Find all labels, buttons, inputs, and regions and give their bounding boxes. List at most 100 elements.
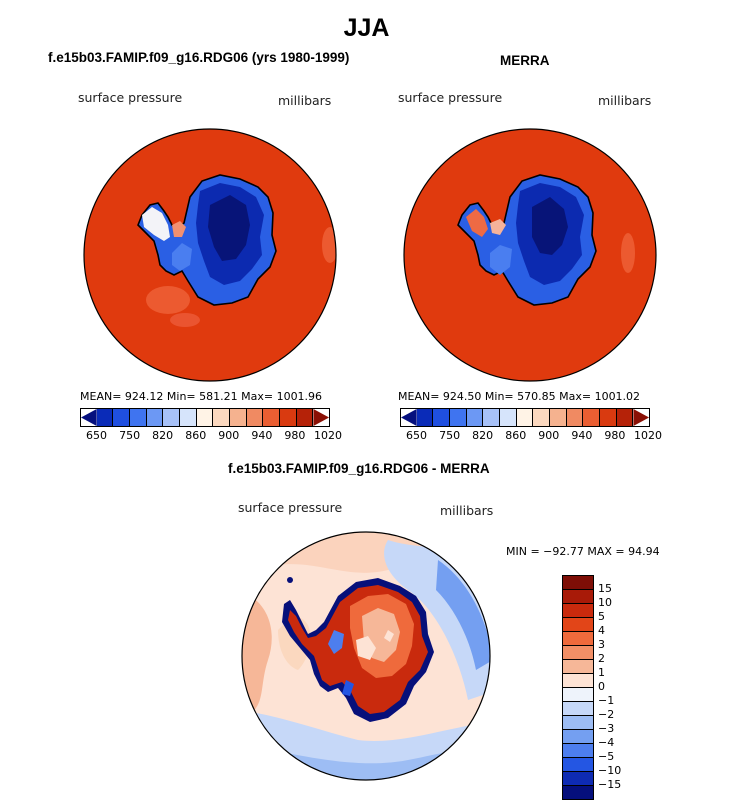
colorbar-tick-label: 820 xyxy=(152,429,174,442)
colorbar-swatch xyxy=(230,409,247,426)
colorbar-swatch xyxy=(466,409,484,426)
diff-colorbar-swatch xyxy=(563,674,593,688)
colorbar-tick-label: 940 xyxy=(251,429,273,442)
island-marker xyxy=(244,608,248,612)
colorbar-swatch xyxy=(96,409,114,426)
panel-model-variable-label: surface pressure xyxy=(78,90,183,105)
panel-merra-map xyxy=(403,128,657,382)
pressure-anomaly-patch xyxy=(621,233,635,273)
diff-colorbar-swatch xyxy=(563,660,593,674)
colorbar-swatch xyxy=(483,409,501,426)
diff-colorbar-swatch xyxy=(563,702,593,716)
colorbar-swatch xyxy=(516,409,534,426)
colorbar-swatch xyxy=(550,409,567,426)
colorbar-tick-label: 1020 xyxy=(634,429,662,442)
diff-colorbar-tick-label: 15 xyxy=(598,582,612,595)
panel-model-units-label: millibars xyxy=(278,93,332,108)
diff-colorbar-swatch xyxy=(563,576,593,590)
diff-colorbar-tick-label: 3 xyxy=(598,638,605,651)
colorbar-tick-label: 900 xyxy=(218,429,240,442)
diff-colorbar-tick-label: −3 xyxy=(598,722,615,735)
colorbar-tick-label: 900 xyxy=(538,429,560,442)
colorbar-swatch xyxy=(213,409,231,426)
diff-panel-title: f.e15b03.FAMIP.f09_g16.RDG06 - MERRA xyxy=(228,461,490,476)
diff-colorbar-tick-label: 2 xyxy=(598,652,605,665)
diff-panel-variable-label: surface pressure xyxy=(238,500,343,515)
colorbar-tick-label: 820 xyxy=(472,429,494,442)
colorbar-swatch xyxy=(416,409,434,426)
colorbar-tick-label: 650 xyxy=(86,429,108,442)
diff-colorbar-tick-label: 0 xyxy=(598,680,605,693)
colorbar-swatch xyxy=(180,409,197,426)
panel-merra-stats: MEAN= 924.50 Min= 570.85 Max= 1001.02 xyxy=(398,390,641,403)
colorbar-swatch xyxy=(566,409,584,426)
colorbar-swatch xyxy=(81,409,97,426)
diff-colorbar-swatch xyxy=(563,730,593,744)
panel-merra-variable-label: surface pressure xyxy=(398,90,503,105)
colorbar-swatch xyxy=(500,409,517,426)
diff-colorbar-swatch xyxy=(563,716,593,730)
colorbar-tick-label: 650 xyxy=(406,429,428,442)
colorbar-swatch xyxy=(533,409,551,426)
colorbar-swatch xyxy=(600,409,617,426)
diff-colorbar-tick-label: 1 xyxy=(598,666,605,679)
antarctica-difference xyxy=(282,578,434,722)
page-title: JJA xyxy=(343,14,390,42)
panel-merra-units-label: millibars xyxy=(598,93,652,108)
panel-merra-title: MERRA xyxy=(500,53,550,68)
diff-colorbar-tick-label: −4 xyxy=(598,736,615,749)
colorbar-swatch xyxy=(196,409,214,426)
colorbar-tick-label: 750 xyxy=(439,429,461,442)
diff-colorbar-tick-label: −2 xyxy=(598,708,615,721)
diff-panel-units-label: millibars xyxy=(440,503,494,518)
diff-colorbar-swatch xyxy=(563,618,593,632)
colorbar-swatch xyxy=(583,409,601,426)
diff-colorbar-tick-label: −10 xyxy=(598,764,622,777)
colorbar-swatch xyxy=(296,409,314,426)
colorbar-swatch xyxy=(113,409,131,426)
panel-model-map xyxy=(83,128,337,382)
colorbar-swatch xyxy=(401,409,417,426)
colorbar-swatch xyxy=(280,409,297,426)
colorbar-swatch xyxy=(433,409,451,426)
diff-colorbar-swatch xyxy=(563,632,593,646)
colorbar-swatch xyxy=(163,409,181,426)
colorbar-swatch xyxy=(633,409,650,426)
colorbar-swatch xyxy=(146,409,164,426)
panel-model-stats: MEAN= 924.12 Min= 581.21 Max= 1001.96 xyxy=(80,390,323,403)
colorbar-tick-label: 980 xyxy=(604,429,626,442)
pressure-anomaly-patch xyxy=(146,286,190,314)
colorbar-tick-label: 860 xyxy=(505,429,527,442)
map-boundary xyxy=(403,128,657,382)
diff-colorbar-swatch xyxy=(563,744,593,758)
diff-colorbar-tick-label: −5 xyxy=(598,750,615,763)
colorbar-tick-label: 980 xyxy=(284,429,306,442)
diff-contour-band xyxy=(242,532,490,573)
diff-colorbar-tick-label: −15 xyxy=(598,778,622,791)
panel-model-title: f.e15b03.FAMIP.f09_g16.RDG06 (yrs 1980-1… xyxy=(48,50,350,65)
colorbar-swatch xyxy=(616,409,634,426)
map-boundary xyxy=(83,128,337,382)
diff-colorbar-swatch xyxy=(563,590,593,604)
diff-colorbar-swatch xyxy=(563,604,593,618)
map-boundary xyxy=(241,531,491,781)
diff-colorbar-tick-label: 10 xyxy=(598,596,612,609)
diff-colorbar xyxy=(562,575,594,800)
panel-model-colorbar xyxy=(80,408,330,427)
diff-colorbar-swatch xyxy=(563,758,593,772)
diff-contour-band xyxy=(436,560,490,670)
colorbar-swatch xyxy=(450,409,467,426)
diff-colorbar-swatch xyxy=(563,772,593,786)
diff-colorbar-swatch xyxy=(563,688,593,702)
diff-panel-stats: MIN = −92.77 MAX = 94.94 xyxy=(506,545,660,558)
colorbar-swatch xyxy=(263,409,281,426)
diff-panel-map xyxy=(241,531,491,781)
colorbar-swatch xyxy=(313,409,330,426)
colorbar-tick-label: 750 xyxy=(119,429,141,442)
diff-colorbar-tick-label: 5 xyxy=(598,610,605,623)
colorbar-tick-label: 860 xyxy=(185,429,207,442)
diff-colorbar-swatch xyxy=(563,646,593,660)
antarctica-landmass xyxy=(457,174,597,306)
diff-colorbar-tick-label: −1 xyxy=(598,694,615,707)
panel-merra-colorbar xyxy=(400,408,650,427)
